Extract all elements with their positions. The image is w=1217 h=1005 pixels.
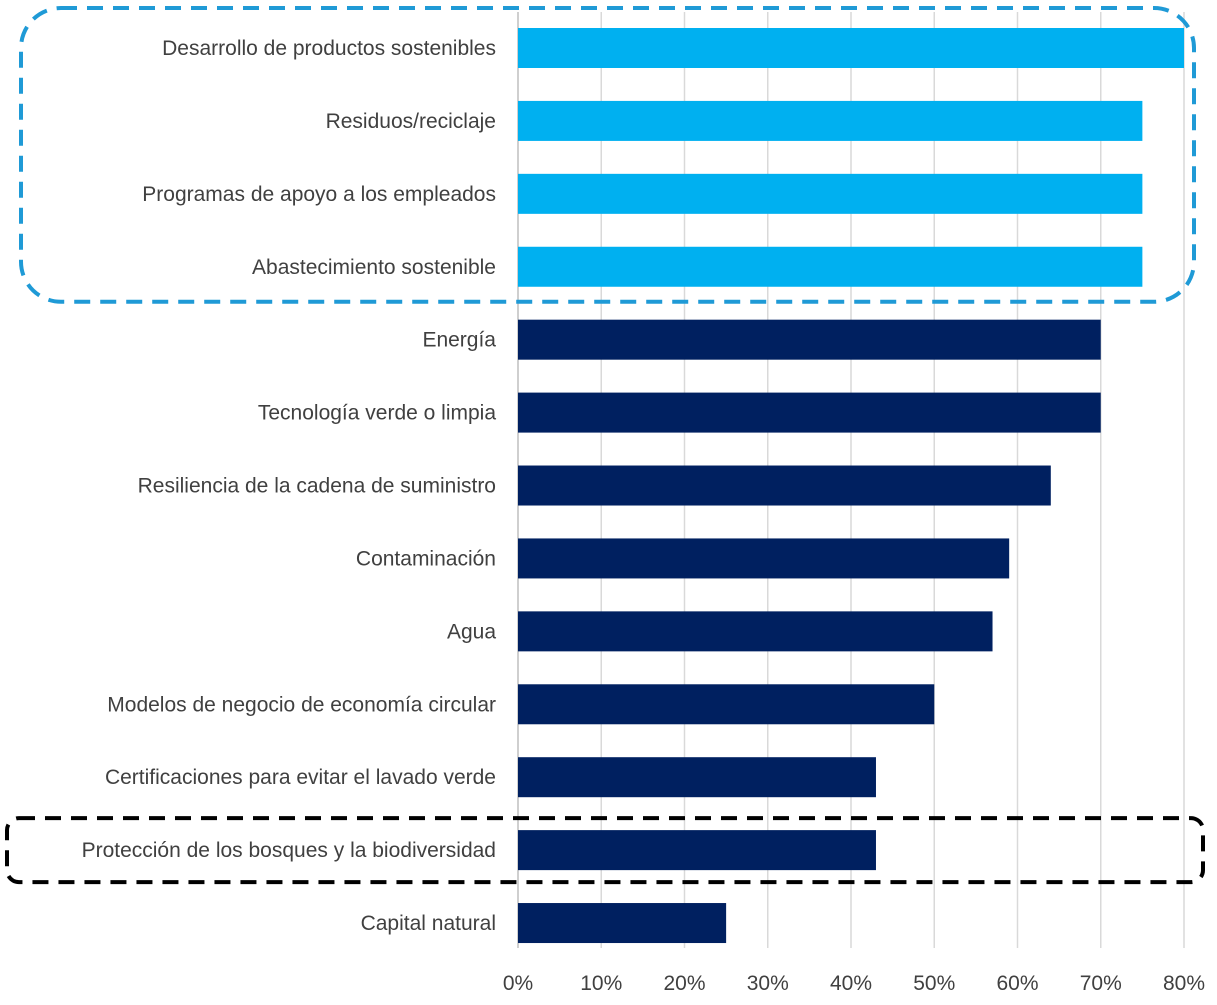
bar: [518, 465, 1051, 506]
bar: [518, 319, 1101, 360]
bar: [518, 684, 935, 725]
category-label: Modelos de negocio de economía circular: [107, 693, 496, 716]
category-label: Agua: [447, 620, 496, 643]
bar: [518, 611, 993, 652]
bars: [518, 28, 1184, 944]
x-axis-ticks: 0% 10% 20% 30% 40% 50% 60% 70% 80%: [503, 972, 1205, 995]
category-label: Protección de los bosques y la biodivers…: [82, 839, 496, 862]
category-label: Residuos/reciclaje: [326, 110, 496, 133]
bar: [518, 28, 1184, 68]
x-tick-label: 20%: [663, 972, 705, 995]
bar: [518, 100, 1143, 141]
category-labels: Desarrollo de productos sostenibles Resid…: [82, 37, 497, 935]
x-tick-label: 10%: [580, 972, 622, 995]
category-label: Desarrollo de productos sostenibles: [162, 37, 496, 60]
bar: [518, 538, 1010, 579]
x-tick-label: 60%: [996, 972, 1038, 995]
highlight-boxes: [5, 6, 1205, 885]
category-label: Programas de apoyo a los empleados: [142, 183, 496, 206]
x-tick-label: 40%: [830, 972, 872, 995]
x-tick-label: 50%: [913, 972, 955, 995]
category-label: Tecnología verde o limpia: [258, 402, 496, 425]
x-tick-label: 80%: [1163, 972, 1205, 995]
category-label: Contaminación: [356, 547, 496, 570]
bar: [518, 830, 876, 871]
highlight-box-biodiversity: [5, 816, 1205, 885]
category-label: Capital natural: [361, 912, 496, 935]
category-label: Resiliencia de la cadena de suministro: [138, 475, 496, 498]
x-tick-label: 0%: [503, 972, 533, 995]
bar: [518, 757, 876, 798]
bar: [518, 173, 1143, 214]
category-label: Abastecimiento sostenible: [252, 256, 496, 279]
highlight-box-top-categories: [19, 6, 1196, 304]
category-label: Energía: [422, 329, 496, 352]
bar: [518, 392, 1101, 433]
bar: [518, 903, 727, 944]
category-label: Certificaciones para evitar el lavado ve…: [105, 766, 496, 789]
x-tick-label: 70%: [1080, 972, 1122, 995]
x-tick-label: 30%: [747, 972, 789, 995]
bar: [518, 246, 1143, 287]
